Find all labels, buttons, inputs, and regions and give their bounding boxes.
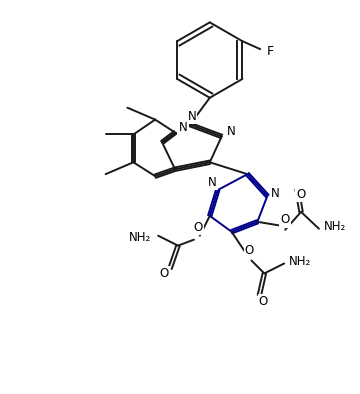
- Text: O: O: [259, 295, 268, 308]
- Text: NH₂: NH₂: [289, 255, 311, 268]
- Text: O: O: [193, 221, 202, 234]
- Text: N: N: [271, 186, 280, 199]
- Text: O: O: [245, 244, 254, 257]
- Text: O: O: [296, 188, 306, 201]
- Text: N: N: [179, 121, 187, 134]
- Text: NH₂: NH₂: [324, 220, 346, 233]
- Text: O: O: [280, 213, 290, 226]
- Text: NH₂: NH₂: [129, 231, 152, 244]
- Text: F: F: [267, 45, 274, 58]
- Text: N: N: [227, 125, 236, 138]
- Text: O: O: [159, 267, 169, 280]
- Text: N: N: [208, 176, 217, 189]
- Text: N: N: [188, 110, 196, 123]
